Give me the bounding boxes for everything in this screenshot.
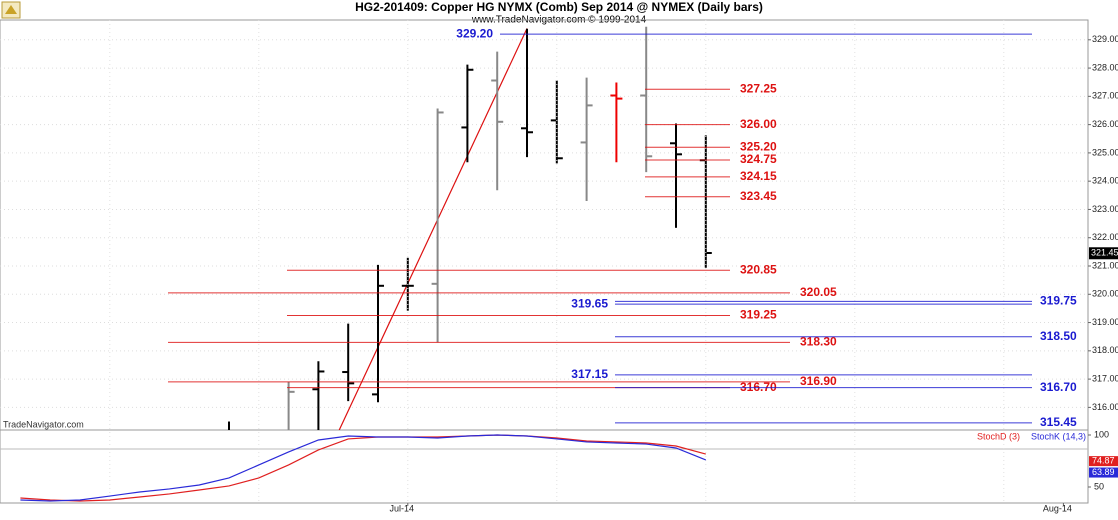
y-tick-label: 324.00 — [1092, 176, 1118, 186]
chart-title: HG2-201409: Copper HG NYMX (Comb) Sep 20… — [355, 0, 763, 14]
trend-line — [338, 28, 528, 430]
level-label: 319.75 — [1040, 294, 1077, 308]
level-label: 317.15 — [571, 367, 608, 381]
level-label: 319.65 — [571, 296, 608, 310]
legend-entry: StochK (14,3) — [1031, 431, 1086, 441]
level-label: 316.70 — [740, 380, 777, 394]
y-tick-label: 328.00 — [1092, 62, 1118, 72]
level-label: 320.05 — [800, 285, 837, 299]
last-value-box — [1089, 467, 1118, 478]
stoch-line — [20, 434, 706, 502]
x-tick-label: Aug-14 — [1043, 503, 1072, 513]
y-tick-label: 329.00 — [1092, 34, 1118, 44]
y-tick-label: 322.00 — [1092, 232, 1118, 242]
watermark: TradeNavigator.com — [3, 419, 84, 429]
y-tick-label: 319.00 — [1092, 317, 1118, 327]
level-label: 325.20 — [740, 139, 777, 153]
legend-entry: StochD (3) — [977, 431, 1020, 441]
y-tick-label: 317.00 — [1092, 373, 1118, 383]
y-tick-label: 323.00 — [1092, 204, 1118, 214]
y-tick-label: 318.00 — [1092, 345, 1118, 355]
level-label: 324.75 — [740, 152, 777, 166]
last-value-label: 63.89 — [1092, 467, 1115, 477]
stoch-panel — [20, 434, 707, 502]
y-tick-label: 327.00 — [1092, 91, 1118, 101]
plot-frame — [0, 19, 1089, 504]
y-tick-label: 326.00 — [1092, 119, 1118, 129]
level-label: 319.25 — [740, 308, 777, 322]
last-price-box — [1089, 247, 1118, 260]
y-tick-label: 325.00 — [1092, 147, 1118, 157]
level-label: 323.45 — [740, 189, 777, 203]
price-panel — [0, 26, 1088, 430]
level-label: 316.90 — [800, 374, 837, 388]
y-tick-label: 316.00 — [1092, 402, 1118, 412]
y-tick-label: 321.00 — [1092, 260, 1118, 270]
last-value-label: 74.87 — [1092, 455, 1115, 465]
y-tick-label: 320.00 — [1092, 289, 1118, 299]
logo — [1, 1, 21, 19]
level-label: 318.50 — [1040, 329, 1077, 343]
stoch-line — [20, 434, 707, 502]
x-tick-label: Jul-14 — [390, 503, 415, 513]
y-tick-label: 100 — [1094, 429, 1109, 439]
level-label: 326.00 — [740, 117, 777, 131]
level-label: 320.85 — [740, 262, 777, 276]
level-label: 324.15 — [740, 169, 777, 183]
level-label: 329.20 — [456, 26, 493, 40]
y-tick-label: 50 — [1094, 481, 1104, 491]
level-label: 327.25 — [740, 81, 777, 95]
level-label: 316.70 — [1040, 380, 1077, 394]
last-value-box — [1089, 456, 1118, 467]
level-label: 318.30 — [800, 335, 837, 349]
level-label: 315.45 — [1040, 415, 1077, 429]
last-price-label: 321.45 — [1091, 248, 1118, 258]
